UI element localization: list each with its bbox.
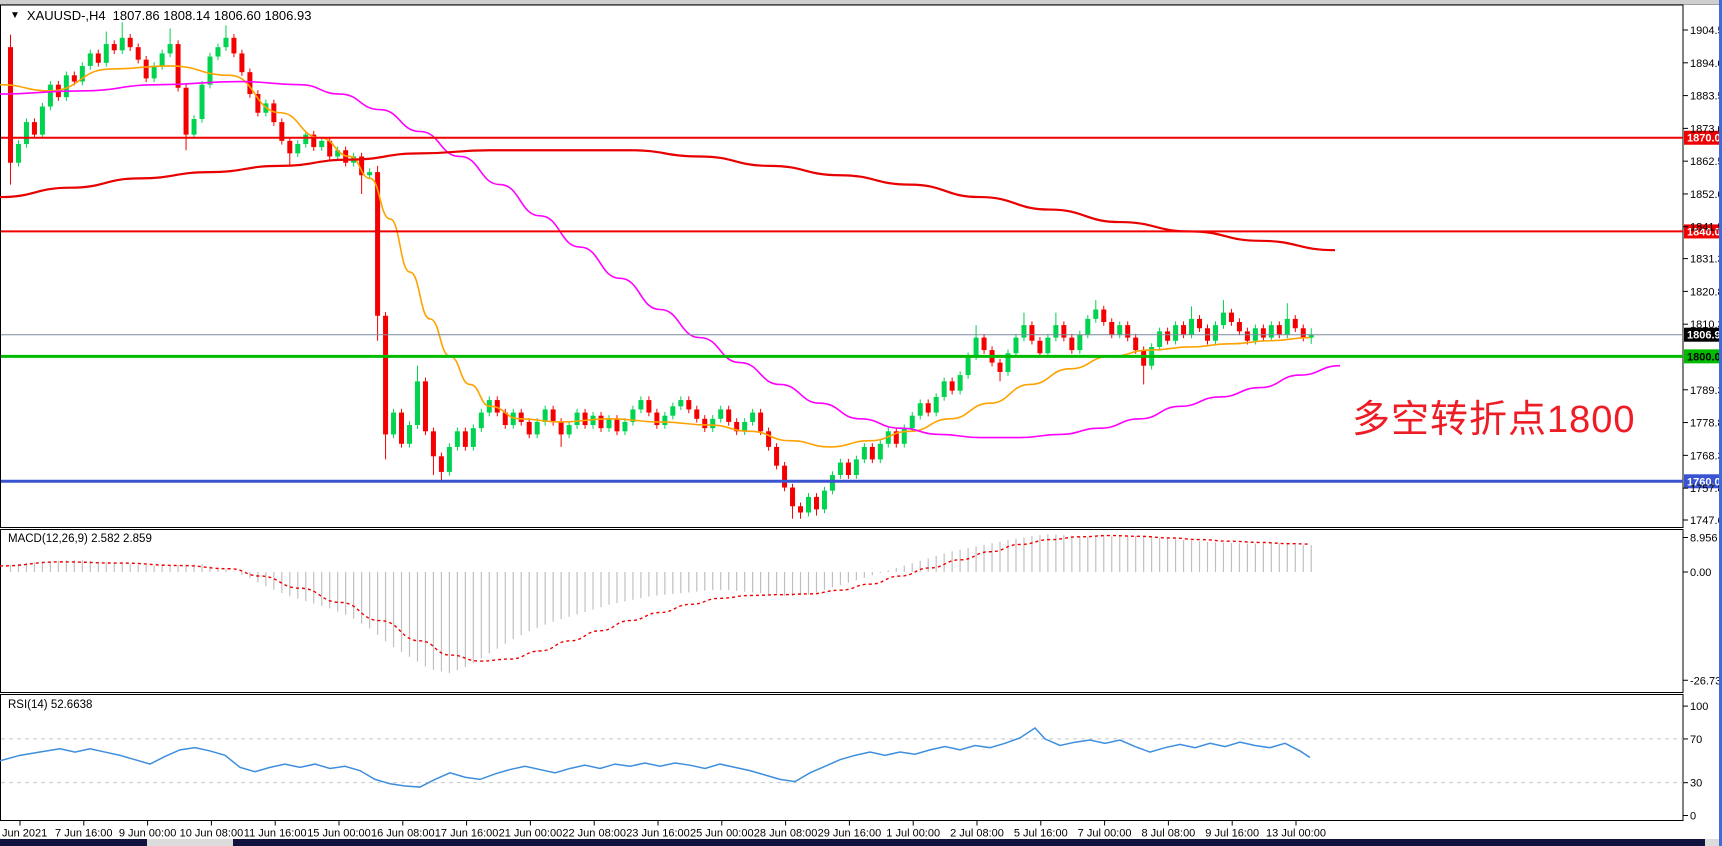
hline-pivot-1800[interactable]: 1800.00 xyxy=(1,349,1722,364)
hline-resistance-1840[interactable]: 1840.00 xyxy=(1,224,1722,239)
ma-slow-red xyxy=(0,149,1336,252)
svg-text:1806.93: 1806.93 xyxy=(1687,330,1722,342)
svg-text:1852.00: 1852.00 xyxy=(1690,189,1722,201)
time-axis-label: 29 Jun 16:00 xyxy=(818,828,882,840)
rsi-pane xyxy=(0,727,1683,788)
svg-text:1789.30: 1789.30 xyxy=(1690,385,1722,397)
time-axis-label: 28 Jun 08:00 xyxy=(754,828,818,840)
svg-text:-26.731: -26.731 xyxy=(1690,675,1722,687)
current-price-line: 1806.93 xyxy=(1,327,1722,342)
time-axis-label: 4 Jun 2021 xyxy=(0,828,47,840)
ma-mid-magenta xyxy=(0,80,1341,439)
svg-text:100: 100 xyxy=(1690,701,1708,713)
time-axis-label: 21 Jun 00:00 xyxy=(499,828,563,840)
window-right-edge xyxy=(1719,0,1722,846)
svg-text:0: 0 xyxy=(1690,811,1696,823)
rsi-indicator-label: RSI(14) 52.6638 xyxy=(8,699,93,711)
time-axis-label: 9 Jul 16:00 xyxy=(1205,828,1259,840)
time-axis-label: 7 Jul 00:00 xyxy=(1078,828,1132,840)
hline-resistance-1870[interactable]: 1870.00 xyxy=(1,130,1722,145)
time-axis-label: 9 Jun 00:00 xyxy=(119,828,177,840)
svg-text:30: 30 xyxy=(1690,778,1702,790)
time-axis-label: 2 Jul 08:00 xyxy=(950,828,1004,840)
scrollbar-segment-right[interactable] xyxy=(233,839,1705,846)
time-axis-label: 10 Jun 08:00 xyxy=(180,828,244,840)
price-axis[interactable]: 1904.50 1894.00 1883.50 1873.00 1862.50 1852.… xyxy=(1683,25,1722,527)
rsi-axis[interactable]: 100 70 30 0 xyxy=(1683,701,1708,823)
svg-text:1904.50: 1904.50 xyxy=(1690,25,1722,37)
svg-text:1831.30: 1831.30 xyxy=(1690,254,1722,266)
svg-text:1862.50: 1862.50 xyxy=(1690,156,1722,168)
svg-text:1894.00: 1894.00 xyxy=(1690,58,1722,70)
svg-text:1883.50: 1883.50 xyxy=(1690,91,1722,103)
svg-text:1800.00: 1800.00 xyxy=(1687,351,1722,363)
time-axis-label: 13 Jul 00:00 xyxy=(1266,828,1326,840)
svg-text:1810.30: 1810.30 xyxy=(1690,319,1722,331)
chart-annotation-text: 多空转折点1800 xyxy=(1352,399,1636,441)
time-axis-label: 15 Jun 00:00 xyxy=(307,828,371,840)
svg-text:1747.60: 1747.60 xyxy=(1690,515,1722,527)
svg-text:1778.80: 1778.80 xyxy=(1690,418,1722,430)
svg-text:1768.30: 1768.30 xyxy=(1690,450,1722,462)
svg-text:8.956: 8.956 xyxy=(1690,533,1718,545)
macd-pane xyxy=(0,534,1312,674)
time-axis-label: 8 Jul 08:00 xyxy=(1141,828,1195,840)
rsi-line xyxy=(0,727,1311,788)
ohlc-values: 1807.86 1808.14 1806.60 1806.93 xyxy=(112,8,312,23)
svg-text:0.00: 0.00 xyxy=(1690,567,1711,579)
chart-dropdown-icon[interactable]: ▼ xyxy=(10,9,20,21)
time-axis-label: 16 Jun 08:00 xyxy=(371,828,435,840)
svg-text:1873.00: 1873.00 xyxy=(1690,123,1722,135)
ma-fast-orange xyxy=(0,65,1311,448)
time-axis-label: 1 Jul 00:00 xyxy=(886,828,940,840)
time-axis-label: 17 Jun 16:00 xyxy=(435,828,499,840)
svg-text:1841.50: 1841.50 xyxy=(1690,222,1722,234)
svg-text:1760.00: 1760.00 xyxy=(1687,476,1722,488)
scrollbar-segment-left[interactable] xyxy=(0,839,147,846)
rsi-panel[interactable] xyxy=(0,694,1684,821)
svg-text:1840.00: 1840.00 xyxy=(1687,226,1722,238)
macd-axis[interactable]: 8.956 0.00 -26.731 xyxy=(1683,533,1722,688)
macd-signal-line xyxy=(0,534,1309,662)
chart-title: ▼ XAUUSD-,H4 1807.86 1808.14 1806.60 180… xyxy=(10,8,311,23)
main-panel[interactable] xyxy=(0,4,1684,528)
svg-text:1757.80: 1757.80 xyxy=(1690,483,1722,495)
time-axis-label: 25 Jun 00:00 xyxy=(690,828,754,840)
svg-text:1870.00: 1870.00 xyxy=(1687,133,1722,145)
time-axis-label: 7 Jun 16:00 xyxy=(55,828,113,840)
symbol-period-label: XAUUSD-,H4 xyxy=(26,8,106,23)
time-axis-label: 22 Jun 08:00 xyxy=(562,828,626,840)
macd-indicator-label: MACD(12,26,9) 2.582 2.859 xyxy=(8,533,152,545)
hline-support-1760[interactable]: 1760.00 xyxy=(1,474,1722,489)
svg-text:70: 70 xyxy=(1690,734,1702,746)
bottom-scrollbar[interactable] xyxy=(0,839,1722,846)
time-axis-label: 23 Jun 16:00 xyxy=(626,828,690,840)
time-axis-label: 11 Jun 16:00 xyxy=(244,828,307,840)
time-axis-label: 5 Jul 16:00 xyxy=(1014,828,1068,840)
svg-text:1820.80: 1820.80 xyxy=(1690,286,1722,298)
macd-panel[interactable] xyxy=(0,529,1684,693)
